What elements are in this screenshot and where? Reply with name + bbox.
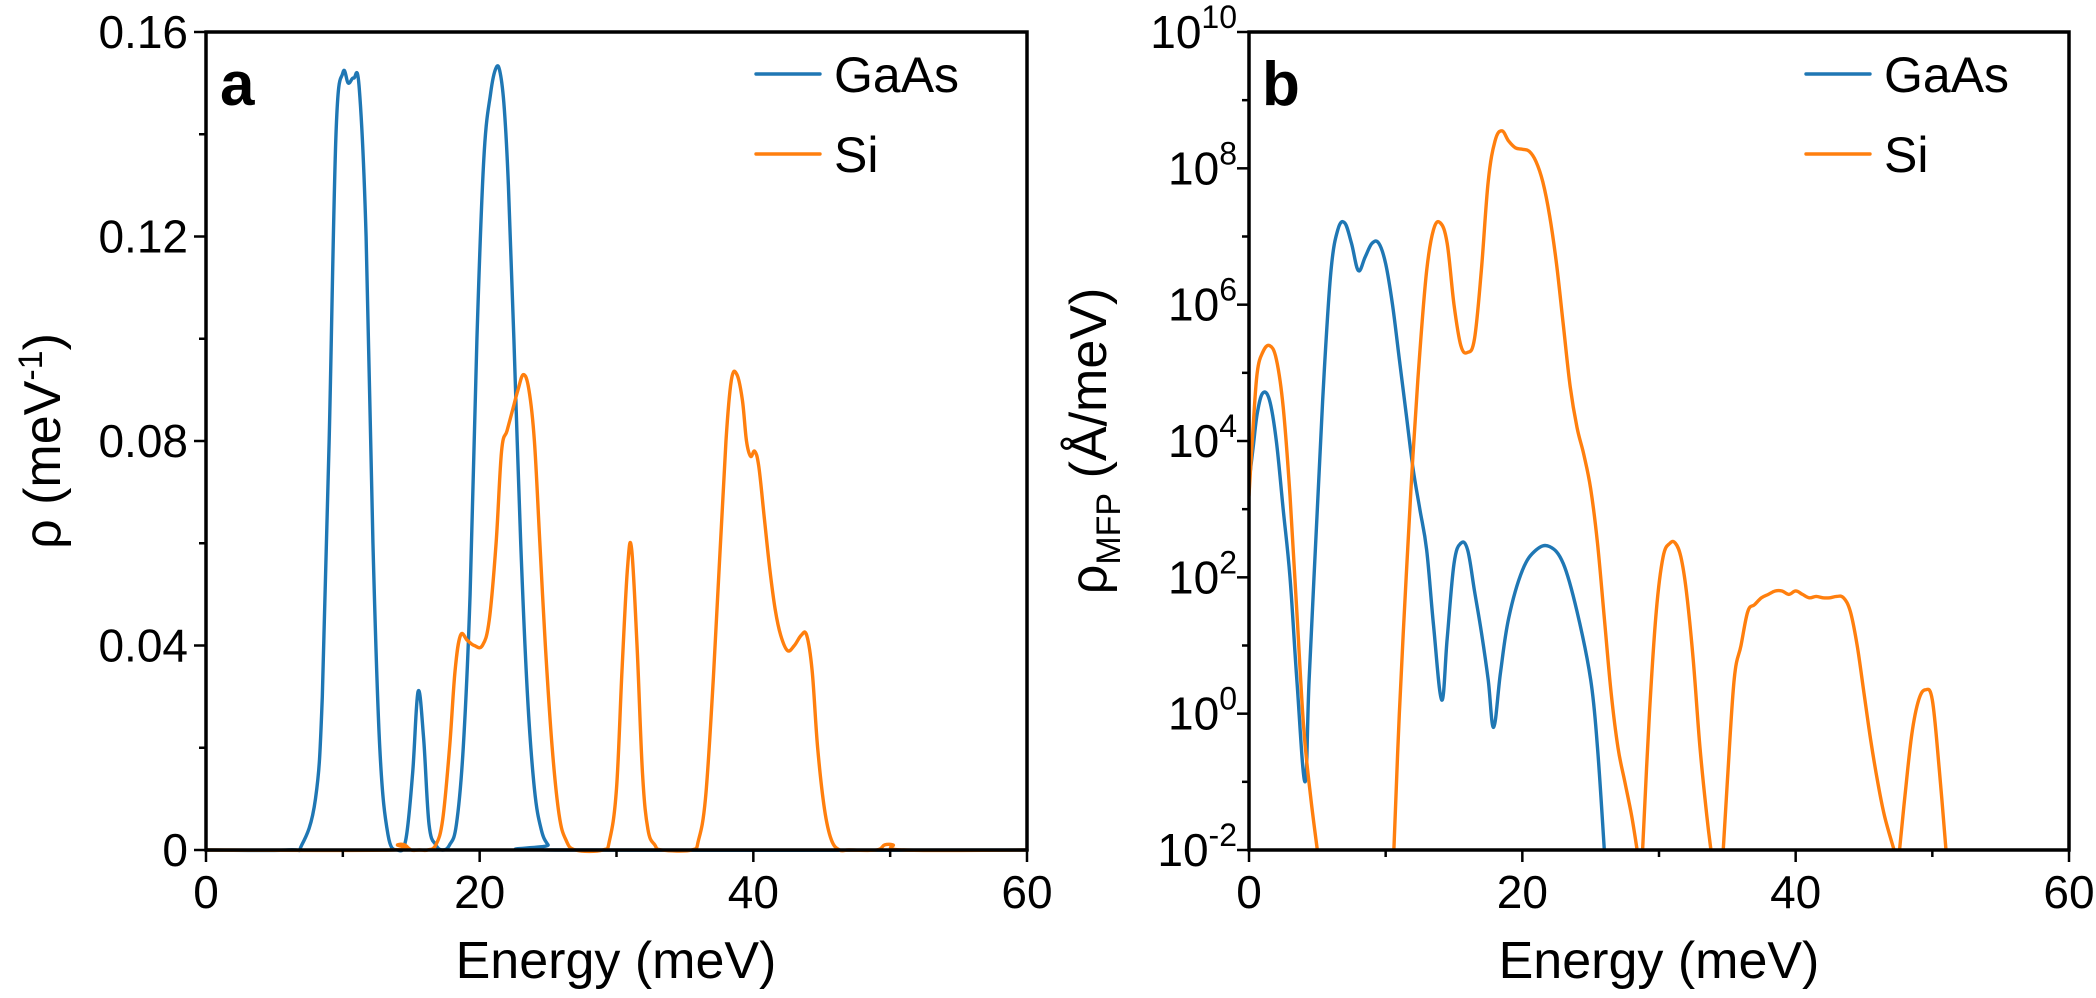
panel-b-y-axis-title-main: ρ [1060,565,1118,595]
x-tick-label: 40 [1770,866,1821,918]
panel-b-x-axis-title: Energy (meV) [1499,932,1820,990]
x-tick-label: 0 [193,866,219,918]
x-tick-label: 60 [1001,866,1052,918]
panel-b-legend: GaAs Si [1804,47,2009,183]
y-tick-label: 10-2 [1157,817,1237,876]
panel-b-y-ticks: 10-2 100 102 104 106 108 1010 [1150,0,1249,876]
panel-b: 10-2 100 102 104 106 108 1010 0 20 40 60 b GaAs S… [1060,0,2095,990]
panel-a-x-ticks: 0 20 40 60 [193,850,1053,918]
panel-b-curves [1249,129,1948,850]
series-si-segment-1 [1392,129,1639,850]
panel-a-frame [204,30,1029,852]
x-tick-label: 0 [1236,866,1262,918]
x-tick-label: 40 [728,866,779,918]
y-tick-label: 0.12 [98,211,188,263]
y-tick-label: 1010 [1150,0,1237,58]
panel-a-y-axis-title-tail: ) [14,333,72,350]
panel-b-label: b [1262,50,1300,119]
panel-a-label: a [220,50,255,119]
series-si-segment-3 [1721,588,1896,850]
panel-a-curves [204,64,1029,854]
x-tick-label: 20 [454,866,505,918]
panel-a-y-axis-title: ρ (meV-1) [12,333,72,549]
series-si-line [204,369,1029,854]
y-tick-label: 104 [1168,408,1237,467]
series-gaas-segment-0 [1249,219,1607,850]
panel-b-y-axis-title: ρMFP (Å/meV) [1060,288,1128,595]
y-tick-label: 108 [1168,135,1237,194]
panel-a-x-axis-title: Energy (meV) [456,932,777,990]
y-tick-label: 0.04 [98,620,188,672]
panel-a-y-axis-title-main: ρ (meV [14,380,72,549]
panel-a-y-ticks: 0 0.04 0.08 0.12 0.16 [98,6,206,876]
panel-a-legend: GaAs Si [754,47,959,183]
panel-a-y-axis-title-sup: -1 [12,350,50,380]
series-si-segment-0 [1249,343,1320,850]
panel-b-y-axis-title-sub: MFP [1090,493,1128,565]
series-si-segment-4 [1897,687,1948,850]
panel-b-frame [1247,30,2071,852]
y-tick-label: 106 [1168,272,1237,331]
series-si-segment-2 [1640,539,1713,850]
panel-b-y-axis-title-tail: (Å/meV) [1060,288,1118,493]
y-tick-label: 0 [162,824,188,876]
legend-gaas-label: GaAs [834,47,959,103]
legend-gaas-label: GaAs [1884,47,2009,103]
legend-si-label: Si [834,127,878,183]
x-tick-label: 60 [2043,866,2094,918]
legend-si-label: Si [1884,127,1928,183]
y-tick-label: 0.16 [98,6,188,58]
y-tick-label: 100 [1168,681,1237,740]
y-tick-label: 0.08 [98,415,188,467]
series-gaas-line [204,64,1029,853]
y-tick-label: 102 [1168,544,1237,603]
panel-a: 0 0.04 0.08 0.12 0.16 0 20 40 60 a GaAs Si Ener… [12,6,1053,990]
panel-b-x-ticks: 0 20 40 60 [1236,850,2095,918]
x-tick-label: 20 [1497,866,1548,918]
